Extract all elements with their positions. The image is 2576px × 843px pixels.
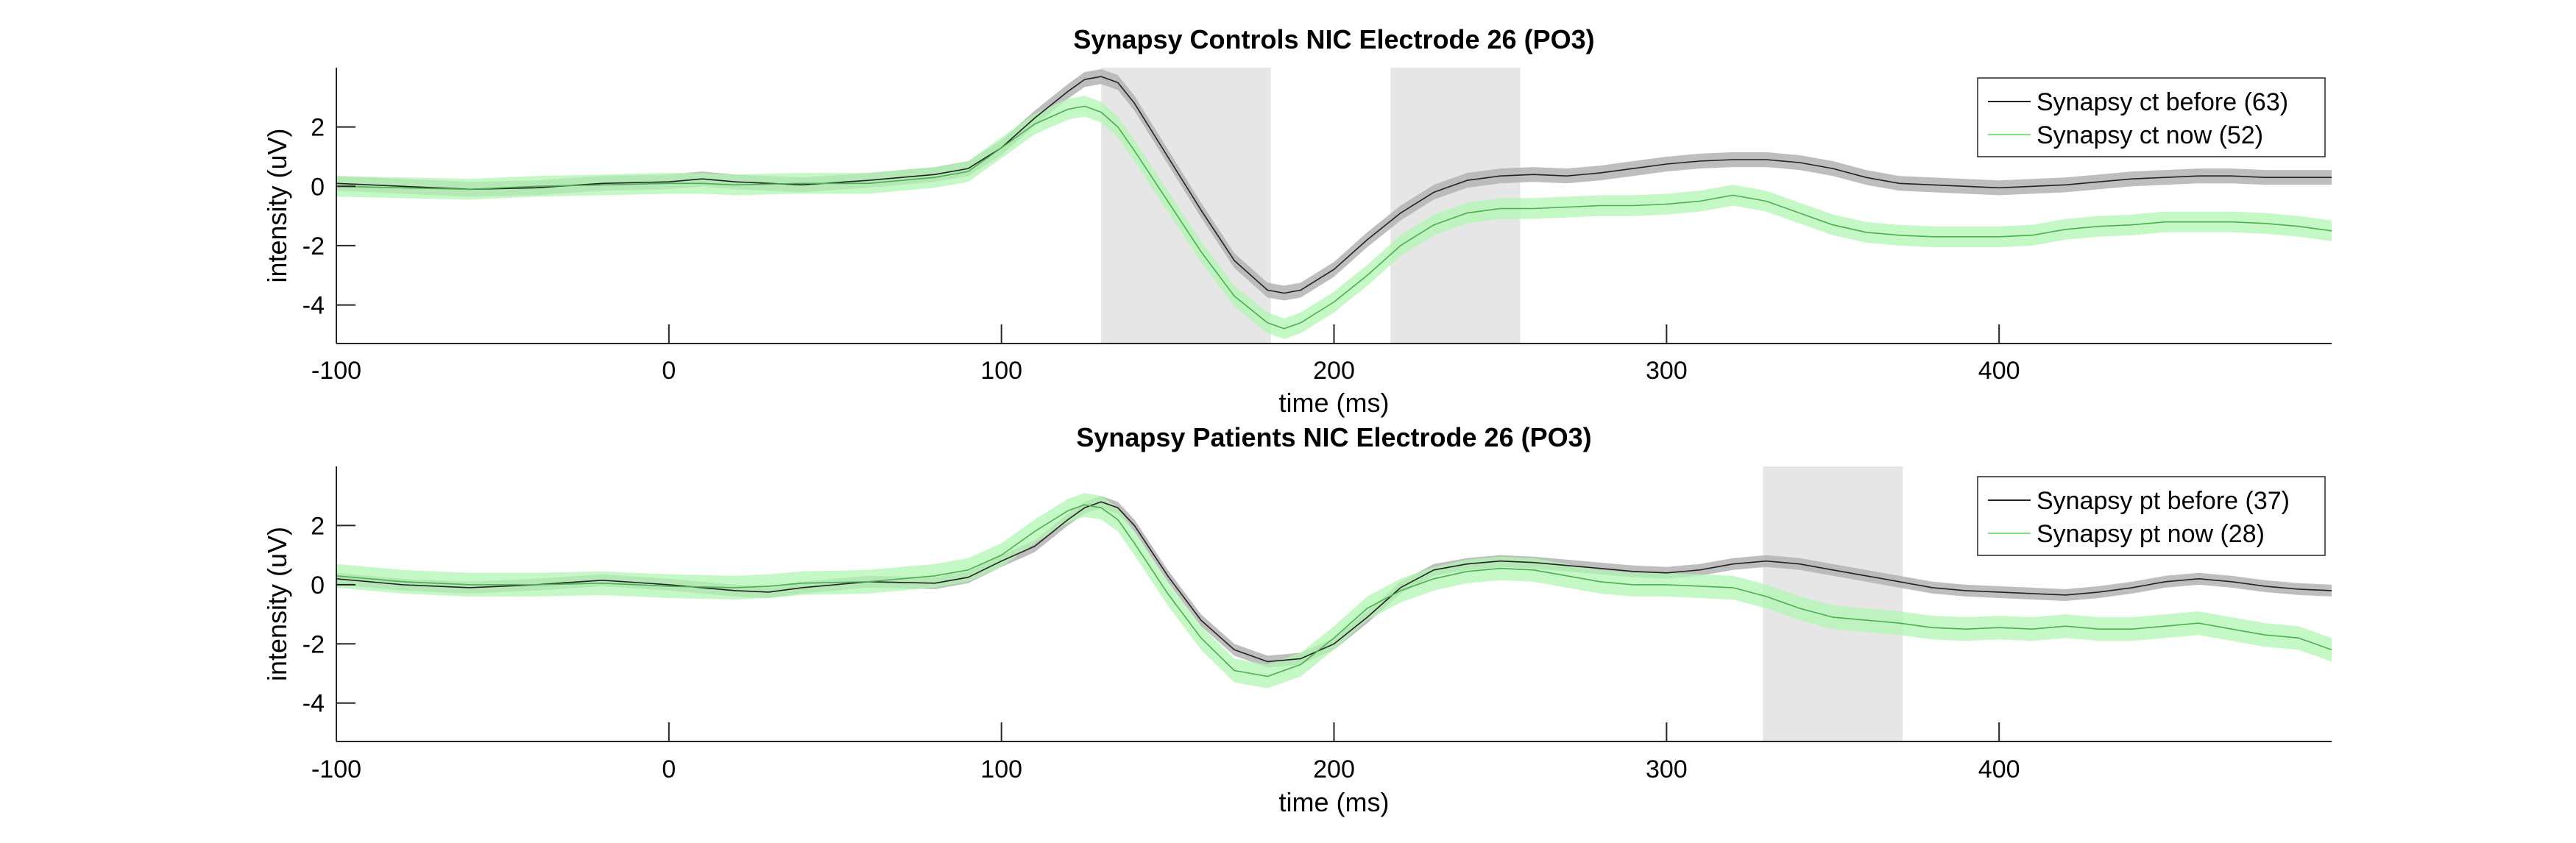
chart-panel-2: -100 0 100 200 300 400 -4 -2 0 2 Synapsy Patients …: [262, 422, 2332, 817]
y-tick-label: -4: [302, 690, 325, 718]
y-tick-label: 2: [311, 114, 325, 142]
x-tick-label: -100: [311, 755, 361, 783]
y-tick-label: -4: [302, 292, 325, 320]
plot-area: [336, 466, 2332, 741]
legend-box: [1977, 476, 2326, 556]
x-axis-label: time (ms): [1279, 388, 1390, 418]
series-line-1: [336, 76, 2332, 294]
series-line-2: [336, 105, 2332, 330]
y-axis-label: intensity (uV): [262, 128, 292, 282]
legend-entry-2: Synapsy pt now (28): [2037, 520, 2265, 548]
x-tick-label: 300: [1646, 755, 1688, 783]
legend-box: [1977, 77, 2326, 157]
x-axis-label: time (ms): [1279, 787, 1390, 817]
x-tick-label: 100: [980, 357, 1022, 385]
x-tick-label: 100: [980, 755, 1022, 783]
chart-panel-1: -100 0 100 200 300 400 -4 -2 0 2 Synapsy Controls …: [262, 24, 2332, 418]
chart-title: Synapsy Controls NIC Electrode 26 (PO3): [1073, 24, 1594, 54]
y-tick-label: 0: [311, 173, 325, 201]
series-band-1: [336, 496, 2332, 668]
chart-title: Synapsy Patients NIC Electrode 26 (PO3): [1076, 422, 1591, 452]
series-line-2: [336, 504, 2332, 677]
x-tick-label: 200: [1313, 357, 1355, 385]
y-axis-label: intensity (uV): [262, 527, 292, 681]
legend: Synapsy ct before (63) Synapsy ct now (52…: [1977, 77, 2326, 157]
x-tick-label: -100: [311, 357, 361, 385]
x-tick-label: 0: [662, 357, 676, 385]
x-tick-label: 400: [1978, 357, 2020, 385]
x-tick-label: 0: [662, 755, 676, 783]
y-tick-label: -2: [302, 630, 325, 658]
y-tick-label: -2: [302, 232, 325, 260]
x-tick-label: 300: [1646, 357, 1688, 385]
plot-area: [336, 68, 2332, 344]
y-tick-label: 0: [311, 572, 325, 600]
legend-entry-2: Synapsy ct now (52): [2037, 121, 2263, 149]
y-tick-label: 2: [311, 512, 325, 540]
x-tick-label: 200: [1313, 755, 1355, 783]
x-tick-label: 400: [1978, 755, 2020, 783]
legend-entry-1: Synapsy pt before (37): [2037, 487, 2290, 515]
legend-entry-1: Synapsy ct before (63): [2037, 88, 2288, 116]
legend: Synapsy pt before (37) Synapsy pt now (28…: [1977, 476, 2326, 556]
